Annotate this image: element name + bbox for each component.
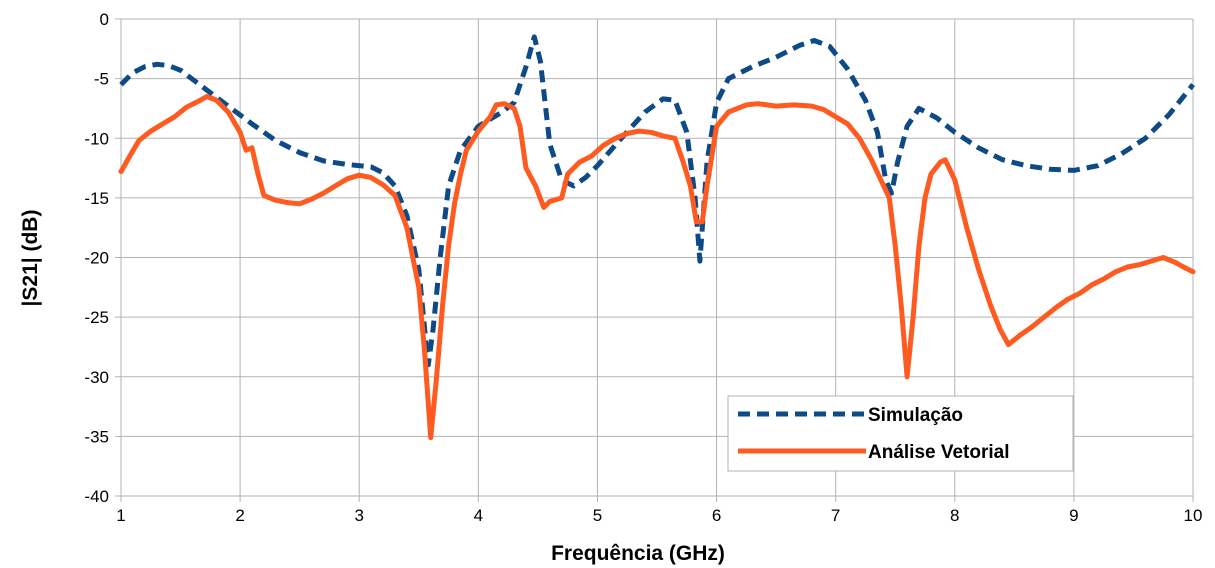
legend-label-analise-vetorial: Análise Vetorial	[868, 442, 1010, 463]
y-tick-label: -30	[84, 368, 109, 387]
x-tick-label: 10	[1184, 506, 1203, 525]
tick-labels: 1 2 3 4 5 6 7 8 9 10 0 -5 -10 -15 -20 -25 -30 -35 -40	[84, 10, 1202, 525]
legend-label-simulacao: Simulação	[868, 405, 963, 426]
y-tick-label: 0	[100, 10, 109, 29]
legend-box	[727, 395, 1074, 472]
series-line-analise-vetorial	[118, 94, 1196, 441]
x-tick-label: 6	[712, 506, 721, 525]
y-tick-label: -25	[84, 308, 109, 327]
x-tick-label: 3	[354, 506, 363, 525]
series-lines	[118, 34, 1196, 441]
x-tick-label: 2	[235, 506, 244, 525]
x-tick-label: 8	[950, 506, 959, 525]
y-tick-label: -40	[84, 487, 109, 506]
y-tick-label: -5	[94, 70, 109, 89]
x-tick-label: 7	[831, 506, 840, 525]
y-tick-label: -20	[84, 249, 109, 268]
y-tick-label: -35	[84, 427, 109, 446]
x-tick-label: 4	[474, 506, 483, 525]
x-tick-label: 9	[1069, 506, 1078, 525]
legend: Simulação Análise Vetorial	[727, 395, 1074, 472]
x-tick-label: 5	[593, 506, 602, 525]
x-tick-label: 1	[116, 506, 125, 525]
grid-lines	[115, 18, 1194, 502]
series-line-simulacao	[119, 34, 1195, 368]
x-axis-title: Frequência (GHz)	[551, 542, 725, 565]
y-tick-label: -15	[84, 189, 109, 208]
y-tick-label: -10	[84, 129, 109, 148]
y-axis-title: |S21| (dB)	[19, 210, 42, 307]
